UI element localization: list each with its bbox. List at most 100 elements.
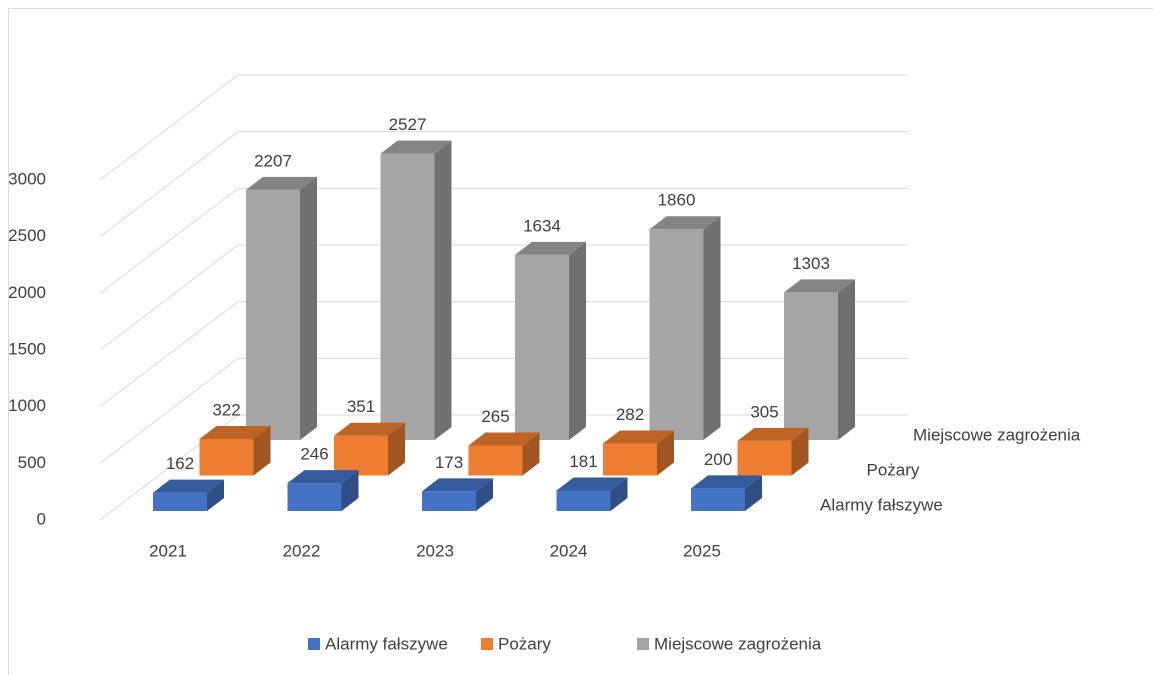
bar-top: [649, 216, 721, 230]
data-label: 351: [347, 397, 375, 416]
bar-front: [334, 435, 388, 476]
bar-side: [791, 427, 809, 476]
bar: [422, 478, 493, 511]
legend-swatch: [481, 638, 493, 650]
data-label: 2527: [389, 115, 427, 134]
legend-label: Miejscowe zagrożenia: [654, 634, 822, 653]
data-label: 181: [569, 452, 597, 471]
bar: [199, 426, 271, 476]
bar-side: [569, 241, 586, 440]
bar-side: [657, 430, 674, 476]
bar: [603, 430, 674, 476]
data-label: 162: [166, 454, 194, 473]
bar-front: [468, 445, 523, 476]
y-tick-label: 2000: [8, 283, 46, 302]
bar: [691, 475, 762, 511]
data-label: 1303: [792, 254, 830, 273]
bar-top: [199, 426, 271, 440]
x-tick-label: 2025: [683, 541, 721, 560]
data-label: 246: [300, 445, 328, 464]
bar-top: [515, 241, 586, 255]
bar: [287, 470, 359, 511]
y-tick-label: 2500: [8, 226, 46, 245]
data-label: 322: [212, 400, 240, 419]
bar-side: [207, 479, 224, 511]
bar-top: [784, 279, 855, 293]
bar-side: [300, 176, 317, 440]
bar-top: [334, 422, 405, 436]
data-label: 305: [750, 402, 778, 421]
x-tick-label: 2022: [283, 541, 321, 560]
bar: [153, 479, 224, 511]
bar-top: [287, 470, 359, 484]
bar: [649, 216, 721, 440]
bar-top: [246, 176, 317, 190]
bar: [246, 176, 317, 440]
bar: [556, 477, 628, 511]
bar-front: [199, 439, 254, 476]
y-tick-label: 0: [37, 509, 46, 528]
bar-side: [341, 470, 359, 511]
bar-side: [522, 432, 540, 476]
bar-front: [691, 488, 745, 511]
data-label: 2207: [254, 151, 292, 170]
bar: [380, 140, 452, 440]
bar-side: [703, 216, 721, 440]
bar: [468, 432, 540, 476]
legend-label: Pożary: [498, 634, 551, 653]
data-label: 282: [616, 405, 644, 424]
bar-top: [556, 477, 628, 491]
bar: [334, 422, 405, 476]
bar-front: [287, 483, 342, 511]
legend-label: Alarmy fałszywe: [325, 634, 448, 653]
chart-frame: [8, 8, 1153, 675]
bar-side: [388, 422, 405, 476]
y-tick-label: 3000: [8, 169, 46, 188]
grid-line: [99, 74, 908, 181]
x-tick-label: 2024: [550, 541, 588, 560]
legend-swatch: [308, 638, 320, 650]
x-tick-label: 2021: [149, 541, 187, 560]
y-tick-label: 500: [18, 453, 46, 472]
data-label: 200: [704, 450, 732, 469]
bar: [784, 279, 855, 440]
depth-label: Pożary: [867, 460, 920, 479]
data-label: 265: [481, 407, 509, 426]
legend-swatch: [637, 638, 649, 650]
grid-line: [99, 187, 908, 294]
bar-top: [691, 475, 762, 489]
data-label: 173: [435, 453, 463, 472]
bar-front: [603, 443, 657, 476]
depth-label: Miejscowe zagrożenia: [913, 425, 1081, 444]
y-tick-label: 1000: [8, 396, 46, 415]
y-tick-label: 1500: [8, 339, 46, 358]
bar-side: [434, 140, 452, 440]
data-label: 1634: [523, 216, 561, 235]
bar-front: [556, 490, 611, 511]
bar-top: [380, 140, 452, 154]
grid-line: [99, 131, 908, 238]
bar-top: [422, 478, 493, 492]
bar-front: [422, 491, 476, 511]
bar-top: [603, 430, 674, 444]
bar-top: [737, 427, 809, 441]
bar-front: [380, 153, 435, 440]
bar-side: [838, 279, 855, 440]
bar-front: [515, 254, 569, 440]
bar-top: [153, 479, 224, 493]
x-tick-label: 2023: [416, 541, 454, 560]
bar-front: [784, 292, 838, 440]
bar-front: [246, 189, 300, 440]
depth-label: Alarmy fałszywe: [820, 495, 943, 514]
bar-side: [610, 477, 628, 511]
data-label: 1860: [658, 191, 696, 210]
bar-side: [253, 426, 271, 476]
bar-front: [649, 229, 704, 440]
bar-top: [468, 432, 540, 446]
bar-front: [153, 492, 207, 511]
bar-side: [476, 478, 493, 511]
bar-front: [737, 440, 792, 476]
bar: [737, 427, 809, 476]
bar-side: [745, 475, 762, 511]
